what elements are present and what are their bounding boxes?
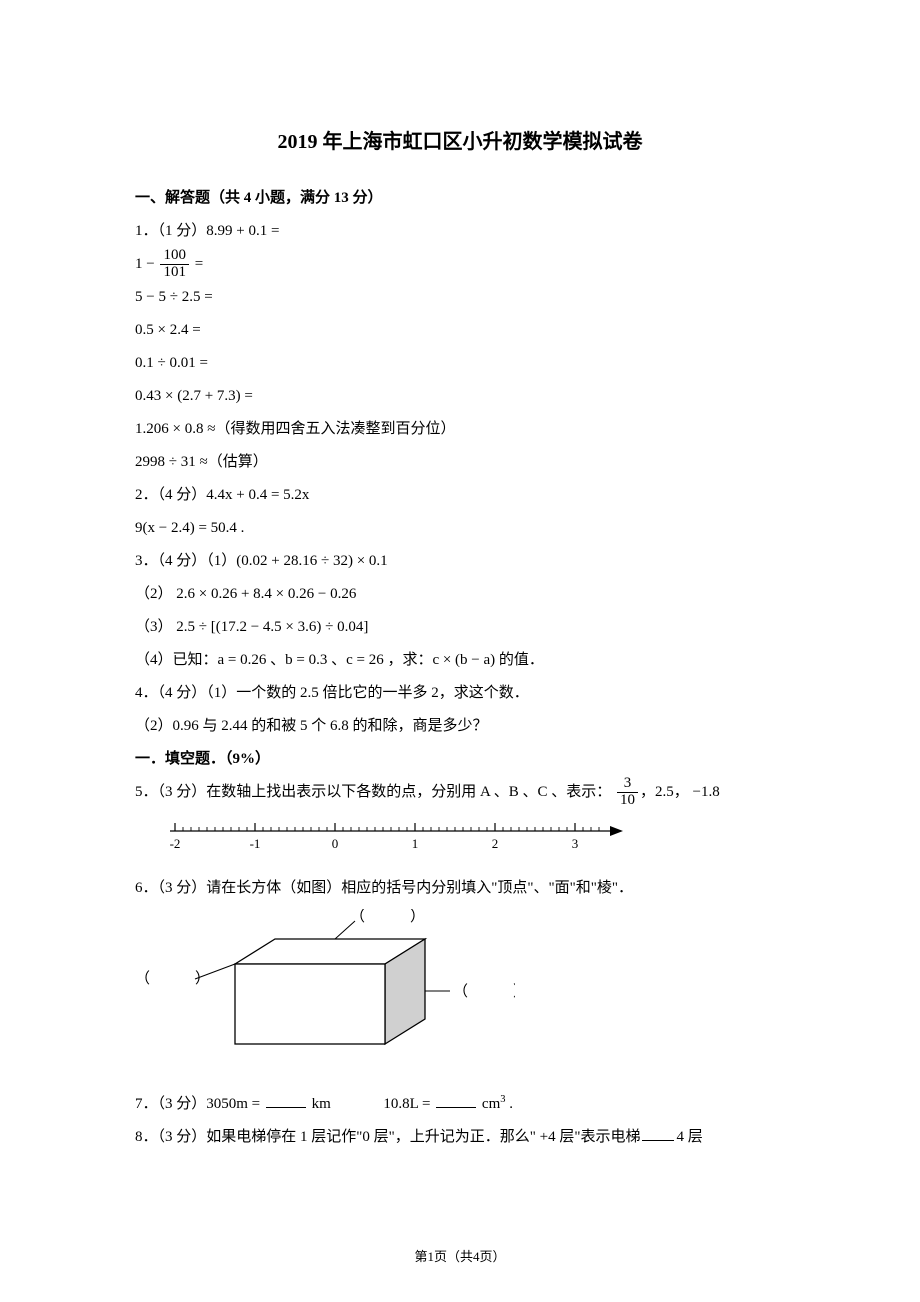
q3-line3: （3） 2.5 ÷ [(17.2 − 4.5 × 3.6) ÷ 0.04] — [135, 611, 785, 644]
svg-text:1: 1 — [412, 836, 419, 851]
q5-tail: ，2.5， −1.8 — [640, 784, 720, 800]
q8-blank[interactable] — [642, 1125, 674, 1141]
q7-unit-cm: cm — [482, 1096, 500, 1112]
q4-text1: （1）一个数的 2.5 倍比它的一半多 2，求这个数． — [206, 685, 529, 701]
q3-line1: 3．（4 分）（1）(0.02 + 28.16 ÷ 32) × 0.1 — [135, 545, 785, 578]
svg-text:（ ）: （ ） — [350, 909, 425, 925]
q8-line: 8．（3 分）如果电梯停在 1 层记作"0 层"，上升记为正．那么" +4 层"… — [135, 1121, 785, 1154]
page-footer: 第1页（共4页） — [0, 1243, 920, 1272]
svg-text:3: 3 — [572, 836, 579, 851]
q7-line: 7．（3 分）3050m = km 10.8L = cm3 . — [135, 1088, 785, 1121]
page: 2019 年上海市虹口区小升初数学模拟试卷 一、解答题（共 4 小题，满分 13… — [0, 0, 920, 1302]
q1-line8: 2998 ÷ 31 ≈（估算） — [135, 446, 785, 479]
q1-line7: 1.206 × 0.8 ≈（得数用四舍五入法凑整到百分位） — [135, 413, 785, 446]
q1-fraction: 100 101 — [160, 248, 189, 281]
q1-frac-den: 101 — [160, 265, 189, 281]
q7-unit-post: . — [506, 1096, 514, 1112]
q4-line1: 4．（4 分）（1）一个数的 2.5 倍比它的一半多 2，求这个数． — [135, 677, 785, 710]
page-title: 2019 年上海市虹口区小升初数学模拟试卷 — [135, 120, 785, 164]
q5-frac-num: 3 — [617, 776, 638, 793]
q1-line5: 0.1 ÷ 0.01 = — [135, 347, 785, 380]
q1-expr8: 2998 ÷ 31 ≈（估算） — [135, 454, 268, 470]
q7-blank1[interactable] — [266, 1092, 306, 1108]
q1-line4: 0.5 × 2.4 = — [135, 314, 785, 347]
q3-expr4: （4）已知：a = 0.26 、b = 0.3 、c = 26 ，求：c × (… — [135, 652, 544, 668]
svg-text:0: 0 — [332, 836, 339, 851]
q4-stem: 4．（4 分） — [135, 685, 206, 701]
q1-line3: 5 − 5 ÷ 2.5 = — [135, 281, 785, 314]
q2-line2: 9(x − 2.4) = 50.4 . — [135, 512, 785, 545]
q6-line: 6．（3 分）请在长方体（如图）相应的括号内分别填入"顶点"、"面"和"棱"． — [135, 872, 785, 905]
q1-line1: 1．（1 分）8.99 + 0.1 = — [135, 215, 785, 248]
q7-p2a: 10.8L = — [383, 1096, 430, 1112]
q3-line2: （2） 2.6 × 0.26 + 8.4 × 0.26 − 0.26 — [135, 578, 785, 611]
q1-l2-pre: 1 − — [135, 256, 155, 272]
q1-expr7: 1.206 × 0.8 ≈（得数用四舍五入法凑整到百分位） — [135, 421, 455, 437]
q7-p1b: km — [312, 1096, 331, 1112]
q6-cuboid: （ ） （ ） （ ） — [135, 909, 785, 1082]
q5-fraction: 3 10 — [617, 776, 638, 809]
q5-frac-den: 10 — [617, 793, 638, 809]
cuboid-icon: （ ） （ ） （ ） — [135, 909, 515, 1069]
svg-text:（ ）: （ ） — [135, 970, 210, 987]
q7-stem: 7．（3 分） — [135, 1096, 206, 1112]
numberline-icon: -2 -1 0 1 2 3 — [165, 813, 625, 853]
q2-stem: 2．（4 分） — [135, 487, 206, 503]
q2-expr1: 4.4x + 0.4 = 5.2x — [206, 487, 309, 503]
q7-p1a: 3050m = — [206, 1096, 260, 1112]
q4-line2: （2）0.96 与 2.44 的和被 5 个 6.8 的和除，商是多少？ — [135, 710, 785, 743]
q1-l2-post: = — [195, 256, 203, 272]
q1-expr1: 8.99 + 0.1 = — [206, 223, 279, 239]
q5-stem: 5．（3 分）在数轴上找出表示以下各数的点，分别用 A 、B 、C 、表示： — [135, 784, 611, 800]
q5-numberline: -2 -1 0 1 2 3 — [135, 813, 785, 866]
svg-text:2: 2 — [492, 836, 499, 851]
q1-stem: 1．（1 分） — [135, 223, 206, 239]
q1-line6: 0.43 × (2.7 + 7.3) = — [135, 380, 785, 413]
svg-text:-1: -1 — [250, 836, 261, 851]
q7-blank2[interactable] — [436, 1092, 476, 1108]
q3-expr1: （1）(0.02 + 28.16 ÷ 32) × 0.1 — [206, 553, 387, 569]
q3-line4: （4）已知：a = 0.26 、b = 0.3 、c = 26 ，求：c × (… — [135, 644, 785, 677]
q8-text-b: 4 层 — [676, 1129, 702, 1145]
q7-p2b: cm3 . — [482, 1096, 513, 1112]
q8-text-a: 8．（3 分）如果电梯停在 1 层记作"0 层"，上升记为正．那么" +4 层"… — [135, 1129, 640, 1145]
q2-line1: 2．（4 分）4.4x + 0.4 = 5.2x — [135, 479, 785, 512]
q3-stem: 3．（4 分） — [135, 553, 206, 569]
q5-line: 5．（3 分）在数轴上找出表示以下各数的点，分别用 A 、B 、C 、表示： 3… — [135, 776, 785, 809]
q1-line2: 1 − 100 101 = — [135, 248, 785, 281]
section-2-heading: 一．填空题．（9%） — [135, 743, 785, 776]
q7-gap — [335, 1096, 380, 1112]
svg-text:（ ）: （ ） — [453, 983, 515, 1000]
svg-text:-2: -2 — [170, 836, 181, 851]
section-1-heading: 一、解答题（共 4 小题，满分 13 分） — [135, 182, 785, 215]
q1-frac-num: 100 — [160, 248, 189, 265]
